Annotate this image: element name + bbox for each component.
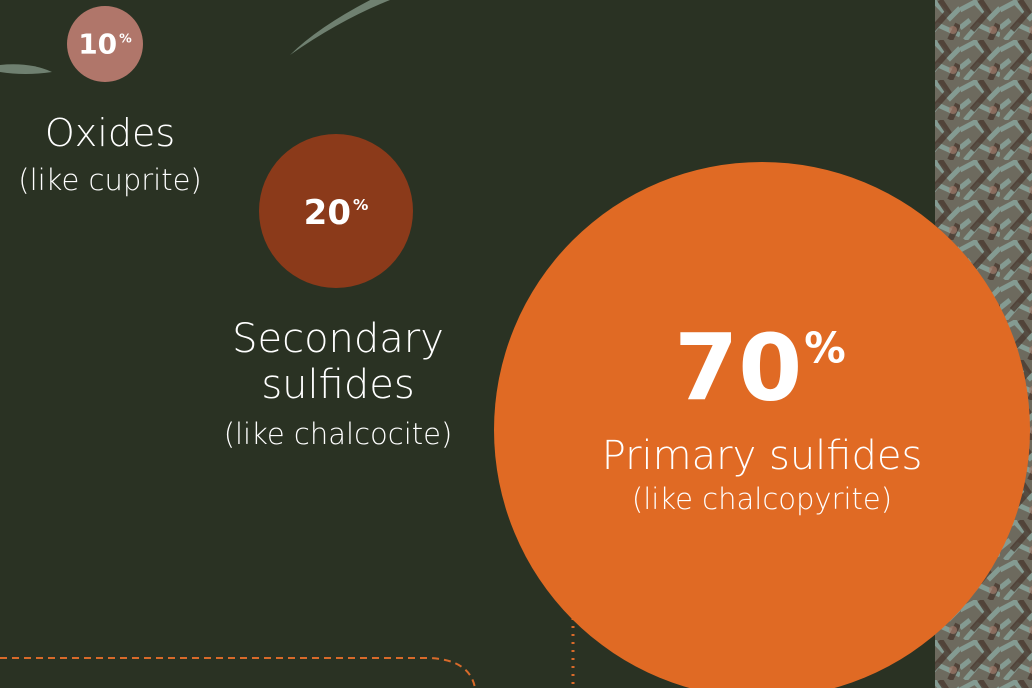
- label: Oxides: [44, 111, 176, 155]
- percent: 10%: [78, 27, 132, 61]
- percent: 70%: [674, 314, 846, 422]
- bubble-medium: [259, 134, 413, 288]
- percent: 20%: [303, 193, 369, 233]
- sublabel: (like chalcopyrite): [631, 482, 893, 516]
- label: Secondary sulfides: [232, 316, 444, 408]
- leaf: [0, 64, 52, 74]
- bubble-large: [494, 162, 1030, 688]
- bubble-small: [67, 6, 143, 82]
- label: Primary sulfides: [601, 433, 923, 479]
- sublabel: (like cuprite): [18, 163, 202, 197]
- dashed-connector: [0, 657, 476, 688]
- leaf: [290, 0, 390, 55]
- sublabel: (like chalcocite): [223, 417, 453, 451]
